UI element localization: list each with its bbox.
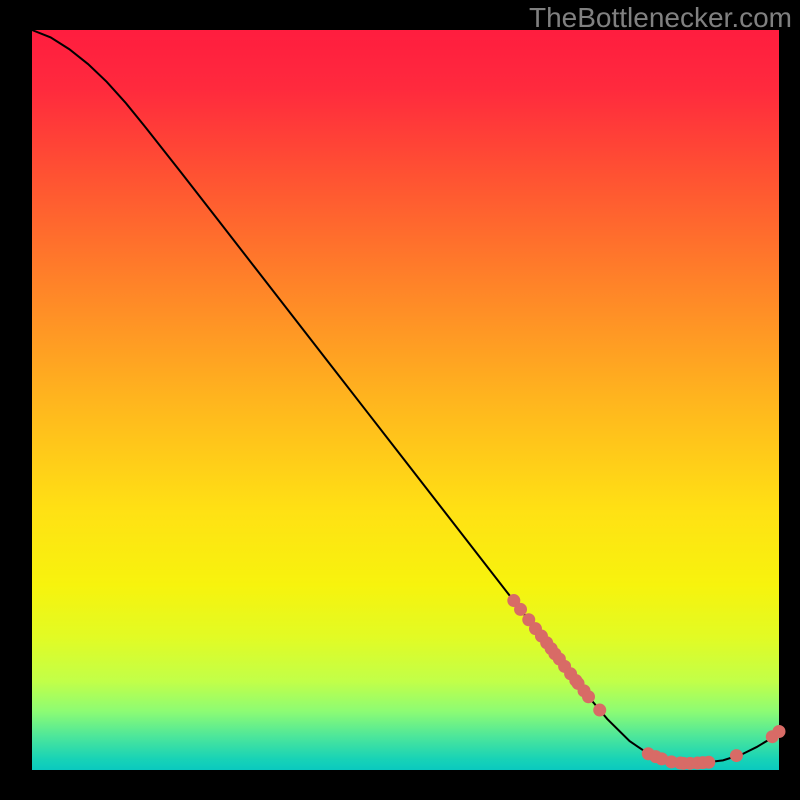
stage: TheBottlenecker.com bbox=[0, 0, 800, 800]
plot-background bbox=[32, 30, 779, 770]
marker bbox=[703, 756, 715, 768]
marker bbox=[583, 691, 595, 703]
marker bbox=[515, 603, 527, 615]
marker bbox=[773, 726, 785, 738]
marker bbox=[594, 704, 606, 716]
bottleneck-chart bbox=[0, 0, 800, 800]
marker bbox=[730, 750, 742, 762]
watermark-text: TheBottlenecker.com bbox=[529, 2, 792, 34]
